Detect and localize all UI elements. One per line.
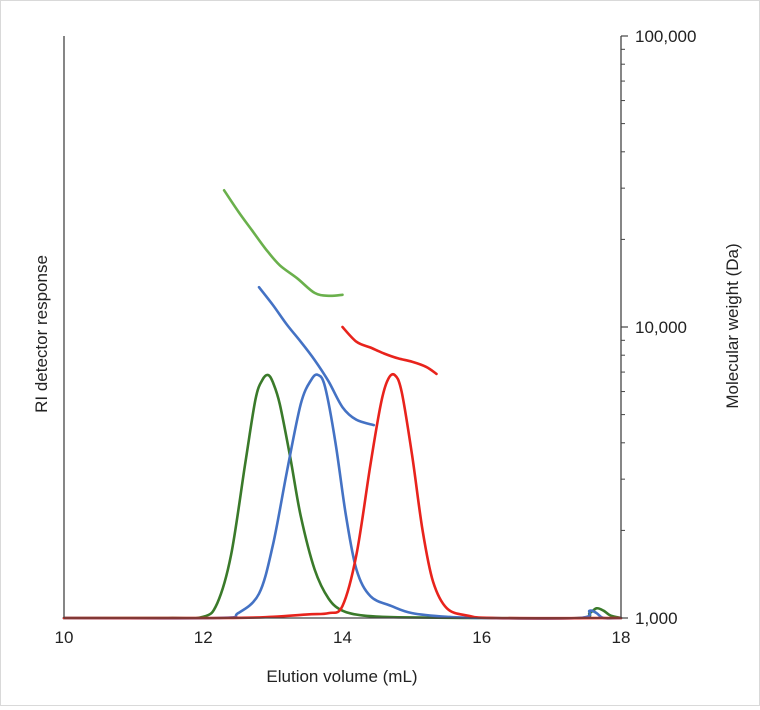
right-y-tick-label: 100,000 xyxy=(635,27,696,46)
x-axis-title: Elution volume (mL) xyxy=(266,667,417,686)
mw-trace-3 xyxy=(341,325,438,376)
left-y-axis-title: RI detector response xyxy=(32,255,51,413)
x-tick-label: 18 xyxy=(612,628,631,647)
x-tick-label: 16 xyxy=(472,628,491,647)
right-y-tick-label: 10,000 xyxy=(635,318,687,337)
ri-trace-3 xyxy=(62,372,623,620)
molecular-weight-traces xyxy=(222,189,438,427)
x-tick-label: 14 xyxy=(333,628,352,647)
mw-trace-1 xyxy=(222,189,344,298)
axes xyxy=(63,35,628,619)
mw-trace-2 xyxy=(257,285,376,427)
right-y-axis-title: Molecular weight (Da) xyxy=(723,243,742,408)
ri-trace-2 xyxy=(62,373,623,620)
tick-labels: 10 12 14 16 181,000 10,000 100,000 xyxy=(55,27,697,647)
right-y-tick-label: 1,000 xyxy=(635,609,678,628)
x-tick-label: 10 xyxy=(55,628,74,647)
x-tick-label: 12 xyxy=(194,628,213,647)
ri-traces xyxy=(62,372,623,620)
